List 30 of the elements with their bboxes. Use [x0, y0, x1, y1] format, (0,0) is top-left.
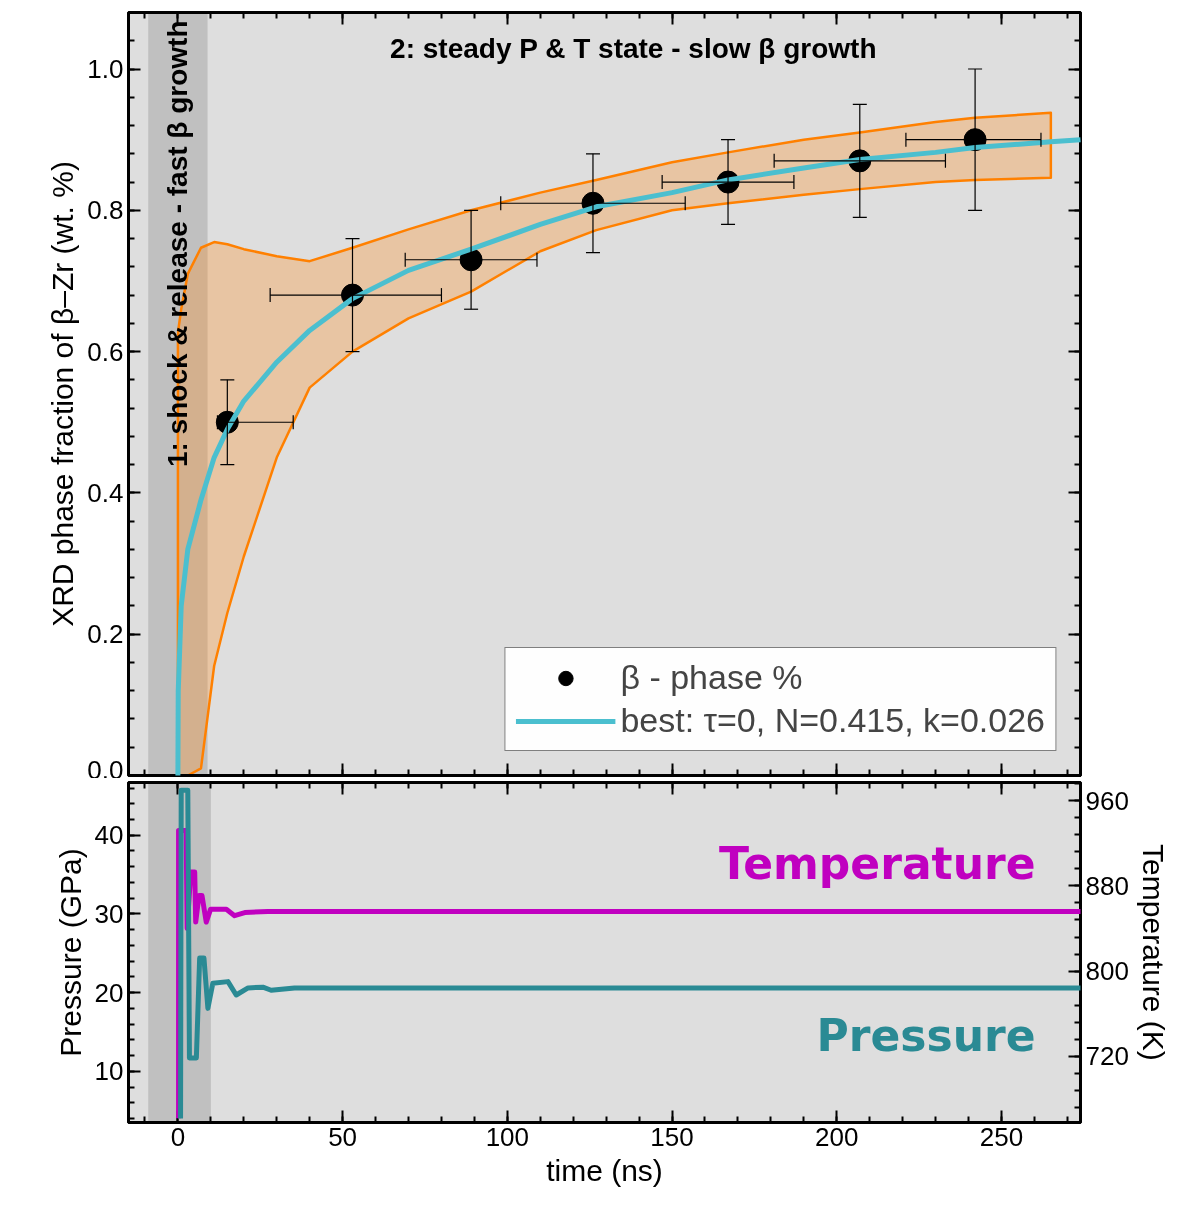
band-label: 1: shock & release - fast β growth: [162, 20, 194, 468]
legend-label: best: τ=0, N=0.415, k=0.026: [620, 701, 1045, 740]
y-axis-title: Pressure (GPa): [53, 848, 87, 1057]
x-tick-label: 100: [485, 1121, 530, 1152]
y-axis-title: XRD phase fraction of β–Zr (wt. %): [46, 161, 80, 627]
y-tick-label: 0.0: [87, 754, 124, 785]
annotation: 2: steady P & T state - slow β growth: [390, 32, 877, 64]
y2-tick-label: 880: [1085, 870, 1129, 901]
x-tick-label: 150: [650, 1121, 694, 1152]
y-tick-label: 0.4: [87, 477, 124, 508]
y-tick-label: 0.2: [87, 619, 124, 650]
legend-label: β - phase %: [620, 658, 803, 697]
y-tick-label: 40: [94, 820, 124, 851]
x-tick-label: 200: [815, 1121, 859, 1152]
y2-tick-label: 800: [1085, 956, 1129, 987]
series-label: Temperature: [719, 838, 1036, 890]
y2-tick-label: 720: [1085, 1041, 1129, 1072]
series-label: Pressure: [816, 1009, 1036, 1061]
y-tick-label: 20: [94, 977, 124, 1008]
y-tick-label: 30: [94, 898, 124, 929]
x-tick-label: 50: [328, 1121, 358, 1152]
y-tick-label: 0.8: [87, 195, 124, 226]
y2-tick-label: 960: [1085, 785, 1129, 816]
x-tick-label: 250: [979, 1121, 1024, 1152]
y-tick-label: 10: [94, 1056, 124, 1087]
x-tick-label: 0: [170, 1121, 186, 1152]
x-axis-title: time (ns): [546, 1153, 663, 1187]
y2-axis-title: Temperature (K): [1136, 844, 1170, 1061]
y-tick-label: 1.0: [87, 54, 124, 85]
y-tick-label: 0.6: [87, 336, 124, 367]
